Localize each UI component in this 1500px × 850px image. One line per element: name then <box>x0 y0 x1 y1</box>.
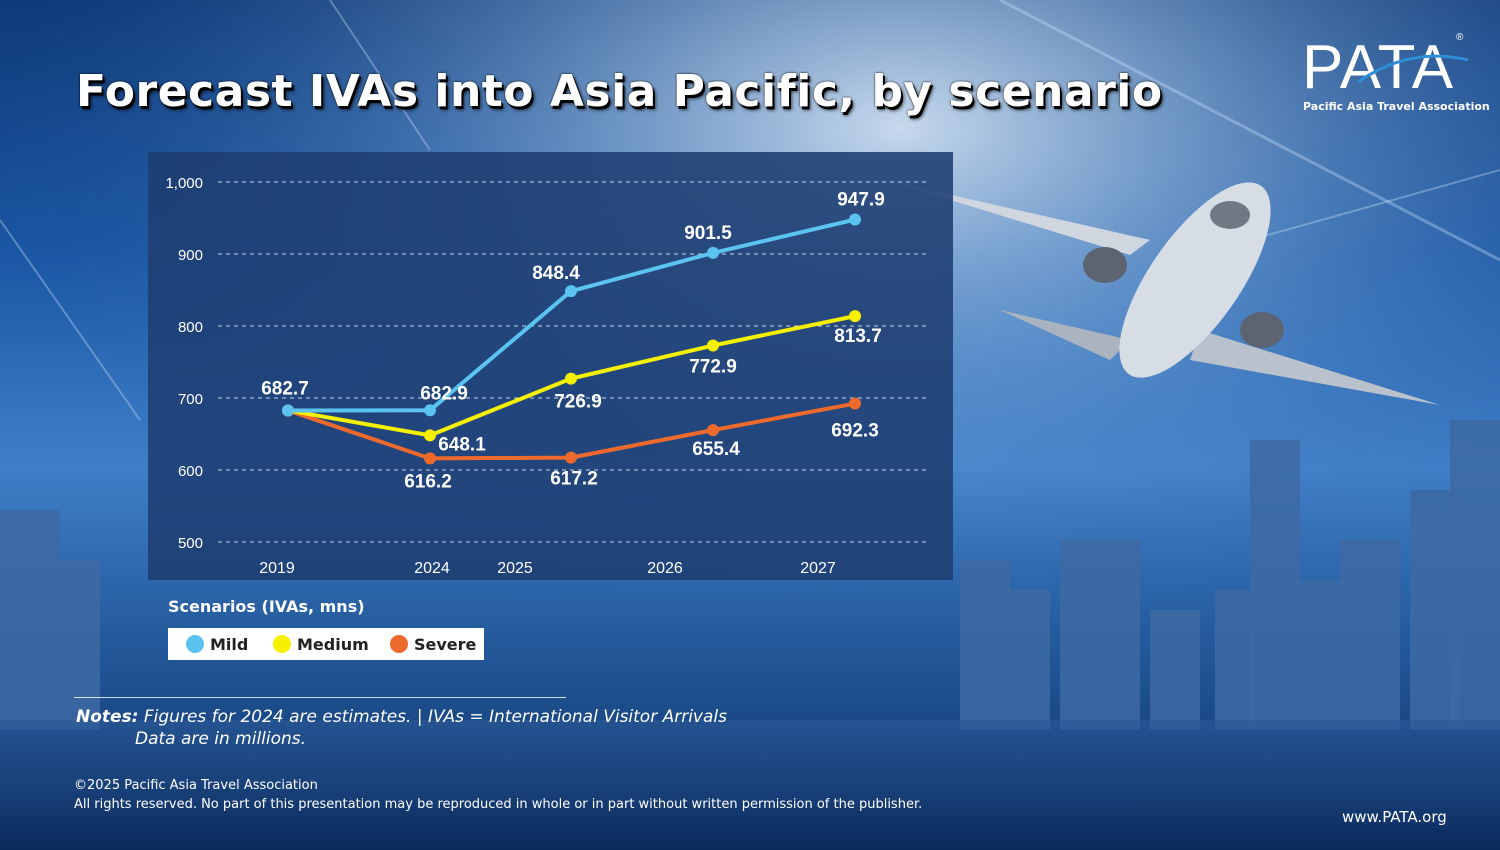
legend-title: Scenarios (IVAs, mns) <box>168 597 365 616</box>
data-label-severe: 692.3 <box>831 421 879 442</box>
data-point-medium <box>849 310 861 323</box>
data-point-mild <box>707 246 719 259</box>
legend-label: Mild <box>210 634 249 654</box>
light-rays <box>0 0 1500 421</box>
data-point-medium <box>707 339 719 352</box>
x-tick-label: 2025 <box>497 560 533 577</box>
x-tick-label: 2027 <box>800 560 836 577</box>
data-label-severe: 617.2 <box>550 469 598 490</box>
data-point-mild <box>424 404 436 417</box>
notes: Notes: Figures for 2024 are estimates. |… <box>76 707 727 727</box>
city-skyline <box>0 420 1500 730</box>
copyright-line2: All rights reserved. No part of this pre… <box>74 797 923 812</box>
data-label-severe: 616.2 <box>404 471 452 492</box>
x-tick-label: 2019 <box>259 560 295 577</box>
data-label-medium: 726.9 <box>554 392 602 413</box>
data-point-severe <box>849 397 861 410</box>
data-label-medium: 813.7 <box>834 326 882 347</box>
data-point-severe <box>424 452 436 465</box>
y-tick-label: 600 <box>178 463 203 480</box>
copyright-line1: ©2025 Pacific Asia Travel Association <box>74 778 318 793</box>
legend-label: Medium <box>297 634 369 654</box>
pata-logo: PATA ® <box>1302 32 1469 102</box>
legend-item-medium: Medium <box>273 628 369 660</box>
data-point-severe <box>565 451 577 464</box>
data-label-mild: 947.9 <box>837 190 885 211</box>
notes-label: Notes: <box>76 707 139 727</box>
data-label-medium: 648.1 <box>438 434 486 455</box>
y-tick-label: 700 <box>178 391 203 408</box>
data-point-severe <box>707 424 719 437</box>
data-label-mild: 901.5 <box>684 223 732 244</box>
legend: Mild Medium Severe <box>168 628 484 660</box>
notes-line1: Figures for 2024 are estimates. | IVAs =… <box>138 707 727 727</box>
data-label-mild: 848.4 <box>532 263 580 284</box>
y-tick-label: 900 <box>178 247 203 264</box>
data-point-medium <box>565 372 577 385</box>
legend-dot-icon <box>273 635 291 653</box>
notes-divider <box>74 697 566 698</box>
x-tick-label: 2026 <box>647 560 683 577</box>
legend-item-mild: Mild <box>186 628 248 660</box>
website-link[interactable]: www.PATA.org <box>1342 808 1447 826</box>
data-point-mild <box>282 404 294 417</box>
data-label-medium: 772.9 <box>689 357 737 378</box>
logo-text: PATA <box>1302 33 1454 102</box>
data-point-mild <box>849 213 861 226</box>
y-tick-label: 800 <box>178 319 203 336</box>
y-tick-label: 500 <box>178 535 203 552</box>
x-tick-label: 2024 <box>414 560 450 577</box>
notes-line2: Data are in millions. <box>135 729 307 749</box>
legend-dot-icon <box>390 635 408 653</box>
registered-mark: ® <box>1456 32 1464 43</box>
legend-dot-icon <box>186 635 204 653</box>
data-label-mild: 682.7 <box>261 378 309 399</box>
data-label-mild: 682.9 <box>420 383 468 404</box>
legend-label: Severe <box>414 634 477 654</box>
data-point-mild <box>565 285 577 298</box>
y-tick-label: 1,000 <box>165 175 203 192</box>
legend-item-severe: Severe <box>390 628 476 660</box>
logo-subtitle: Pacific Asia Travel Association <box>1303 100 1490 113</box>
data-label-severe: 655.4 <box>692 439 740 460</box>
chart-panel <box>148 152 953 580</box>
data-point-medium <box>424 429 436 442</box>
page-title: Forecast IVAs into Asia Pacific, by scen… <box>76 66 1163 117</box>
